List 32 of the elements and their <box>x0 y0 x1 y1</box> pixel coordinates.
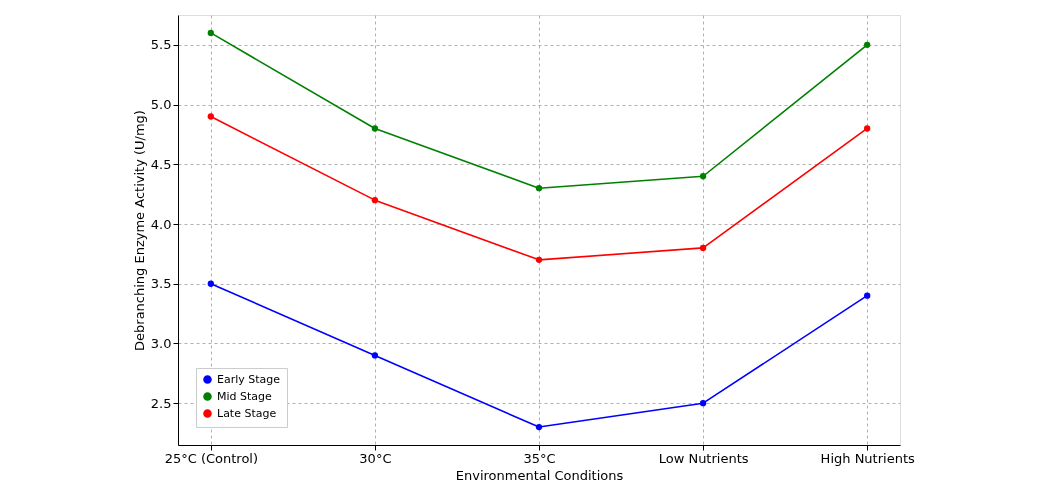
point <box>207 113 214 120</box>
y-tick-label: 3.0 <box>150 335 172 351</box>
y-tick-label: 5.0 <box>150 97 172 113</box>
y-tick-label: 3.5 <box>150 276 172 292</box>
legend-label: Mid Stage <box>217 389 273 403</box>
point <box>864 41 871 49</box>
point <box>535 185 543 192</box>
y-axis-title: Debranching Enzyme Activity (U/mg) <box>131 110 147 351</box>
point <box>371 352 379 359</box>
x-tick-label: 30°C <box>359 450 392 466</box>
point <box>699 400 707 407</box>
point <box>864 292 871 299</box>
legend-label: Late Stage <box>217 406 277 420</box>
point <box>371 125 379 132</box>
point <box>535 423 543 431</box>
x-tick-label: High Nutrients <box>820 450 915 466</box>
y-tick-label: 4.0 <box>150 216 172 232</box>
x-tick-label: Low Nutrients <box>658 450 749 466</box>
y-tick-label: 2.5 <box>150 395 172 411</box>
x-tick-label: 25°C (Control) <box>164 450 259 466</box>
legend-label: Early Stage <box>217 372 281 386</box>
y-tick-label: 4.5 <box>150 156 172 172</box>
x-axis-title: Environmental Conditions <box>455 467 624 483</box>
point <box>535 256 543 264</box>
point <box>207 29 214 37</box>
point <box>699 173 707 180</box>
x-tick-label: 35°C <box>523 450 556 466</box>
point <box>864 125 871 132</box>
point <box>371 196 379 204</box>
point <box>207 280 214 287</box>
point <box>699 244 707 252</box>
y-tick-label: 5.5 <box>150 37 172 53</box>
